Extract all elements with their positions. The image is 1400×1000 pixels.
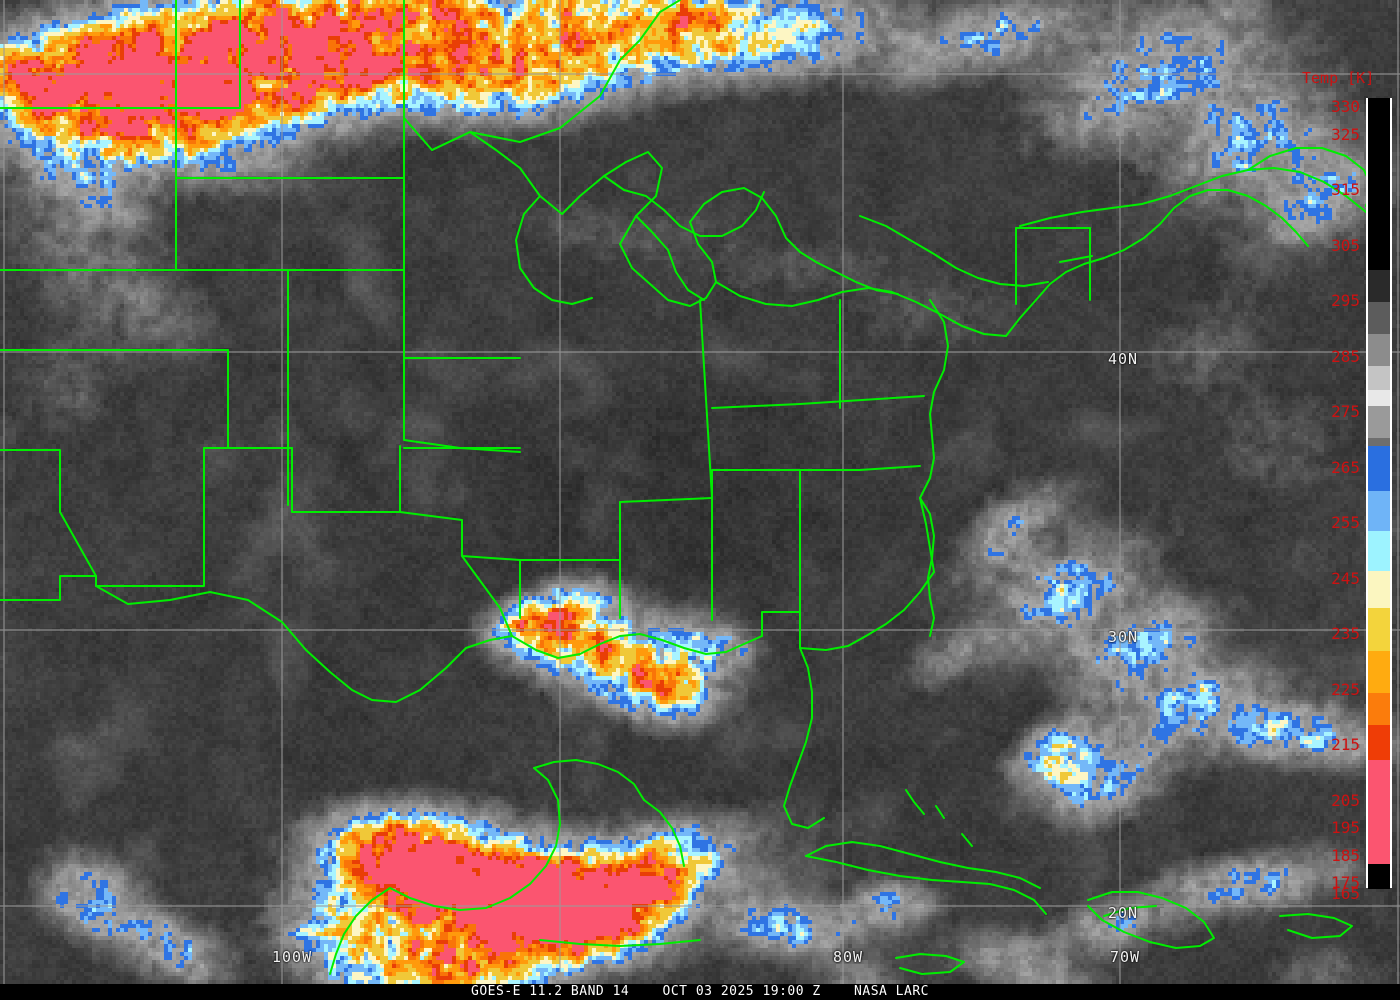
border-path [95, 585, 513, 703]
graticule-label: 20N [1108, 904, 1139, 922]
border-path [539, 939, 701, 947]
legend-band [1368, 406, 1390, 439]
border-path [905, 789, 925, 815]
border-path [1103, 905, 1157, 917]
legend-tick-label: 205 [1331, 791, 1360, 810]
legend-tick-label: 175 [1331, 873, 1360, 892]
legend-band [1368, 446, 1390, 492]
border-path [1279, 913, 1353, 939]
legend-tick-label: 215 [1331, 735, 1360, 754]
legend-band [1368, 334, 1390, 367]
border-path [511, 633, 763, 659]
image-caption-bar: GOES-E 11.2 BAND 14 OCT 03 2025 19:00 Z … [0, 984, 1400, 1000]
border-path [783, 611, 825, 829]
graticule-label: 30N [1108, 628, 1139, 646]
legend-tick-label: 325 [1331, 125, 1360, 144]
graticule-label: 40N [1108, 350, 1139, 368]
border-path [919, 497, 935, 573]
border-path [805, 855, 1047, 915]
border-path [805, 841, 1041, 889]
legend-tick-label: 295 [1331, 291, 1360, 310]
legend-tick-label: 305 [1331, 236, 1360, 255]
border-path [389, 767, 561, 911]
legend-band [1368, 490, 1390, 532]
legend-tick-label: 245 [1331, 569, 1360, 588]
border-path [0, 107, 177, 271]
border-path [95, 447, 205, 587]
legend-tick-label: 255 [1331, 513, 1360, 532]
legend-tick-label: 235 [1331, 624, 1360, 643]
border-path [1087, 891, 1215, 949]
border-path [799, 571, 935, 651]
border-path [699, 299, 713, 499]
border-path [761, 469, 801, 637]
legend-band [1368, 863, 1390, 889]
border-path [603, 175, 765, 237]
legend-tick-label: 275 [1331, 402, 1360, 421]
legend-tick-label: 330 [1331, 97, 1360, 116]
border-path [431, 131, 899, 307]
border-path [1019, 167, 1385, 227]
border-path [711, 395, 925, 409]
legend-band [1368, 531, 1390, 572]
legend-tick-label: 285 [1331, 347, 1360, 366]
legend-band [1368, 366, 1390, 391]
political-borders [0, 0, 1385, 975]
border-path [619, 497, 713, 503]
legend-band [1368, 390, 1390, 407]
border-path [961, 833, 973, 847]
legend-band [1368, 607, 1390, 652]
border-path [533, 759, 645, 801]
graticule-label: 100W [272, 948, 313, 966]
legend-band [1368, 759, 1390, 865]
border-path [403, 117, 521, 453]
border-path [291, 511, 521, 561]
border-path [935, 805, 945, 819]
legend-band [1368, 438, 1390, 447]
legend-band [1368, 270, 1390, 303]
border-path [919, 497, 935, 637]
legend-band [1368, 571, 1390, 609]
border-path [715, 281, 1007, 337]
border-path [643, 799, 685, 867]
legend-band [1368, 302, 1390, 335]
border-path [1059, 255, 1093, 263]
graticule-label: 80W [833, 948, 864, 966]
legend-band [1368, 98, 1390, 271]
caption-text: GOES-E 11.2 BAND 14 OCT 03 2025 19:00 Z … [471, 984, 929, 999]
color-scale-legend [1366, 98, 1392, 889]
border-path [461, 555, 513, 637]
border-path [329, 887, 391, 975]
legend-tick-label: 225 [1331, 680, 1360, 699]
legend-tick-label: 195 [1331, 818, 1360, 837]
border-path [635, 215, 705, 301]
border-path [0, 449, 97, 601]
border-path [711, 469, 801, 499]
legend-tick-label: 315 [1331, 180, 1360, 199]
legend-tick-label: 265 [1331, 458, 1360, 477]
border-path [919, 299, 949, 499]
legend-band [1368, 724, 1390, 761]
border-path [175, 0, 241, 109]
border-path [895, 953, 965, 975]
legend-tick-label: 185 [1331, 846, 1360, 865]
border-path [799, 465, 921, 471]
legend-band [1368, 692, 1390, 726]
legend-band [1368, 651, 1390, 694]
border-path [403, 0, 681, 151]
border-path [1005, 189, 1309, 337]
graticule-label: 70W [1110, 948, 1141, 966]
legend-tick-label: 165 [1331, 884, 1360, 903]
legend-title: Temp [K] [1302, 69, 1375, 87]
border-path [515, 195, 593, 305]
